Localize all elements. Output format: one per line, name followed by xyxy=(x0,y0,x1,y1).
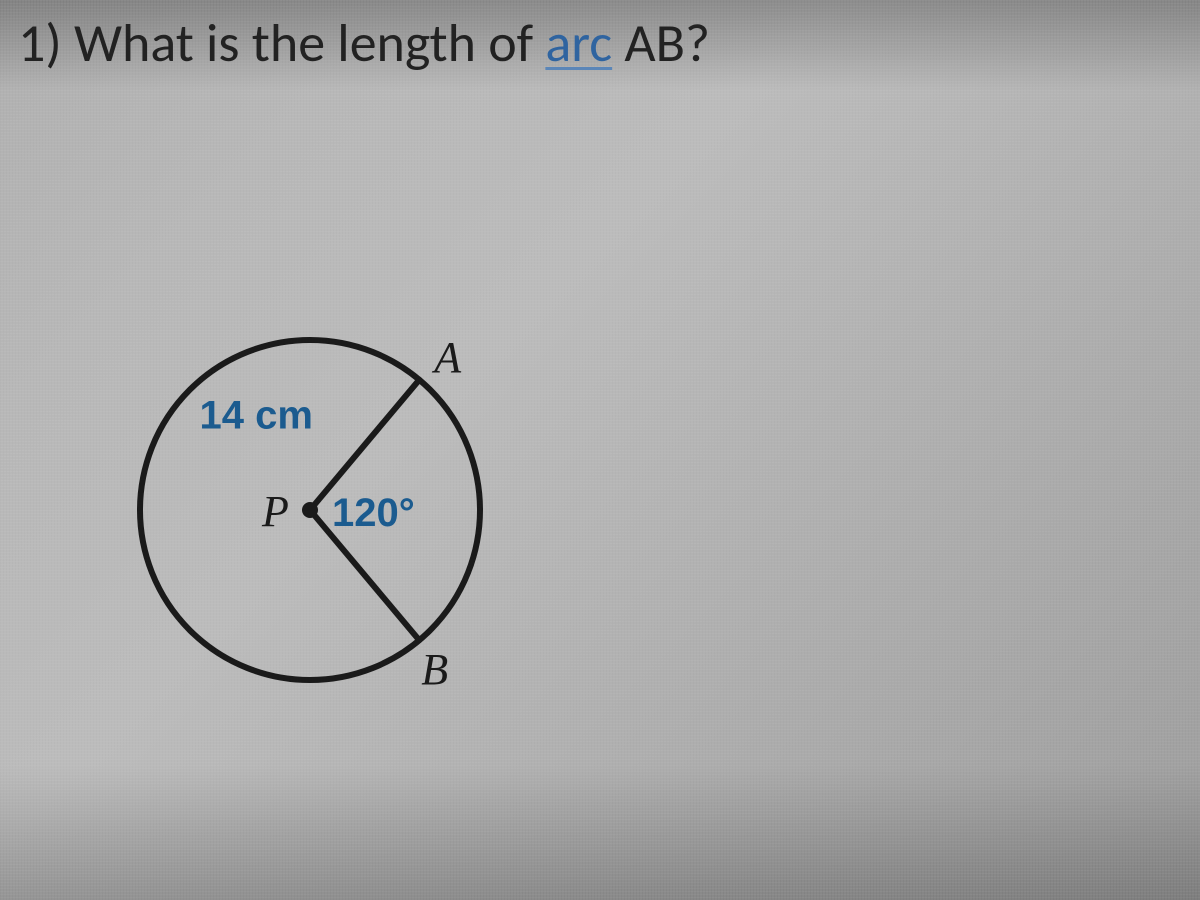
center-label-p: P xyxy=(261,487,289,536)
arc-diagram: 14 cm P 120° A B xyxy=(0,0,1200,900)
radius-length-label: 14 cm xyxy=(200,393,313,437)
point-label-a: A xyxy=(431,333,462,382)
center-point xyxy=(302,502,318,518)
point-label-b: B xyxy=(421,645,448,694)
central-angle-label: 120° xyxy=(332,491,415,535)
